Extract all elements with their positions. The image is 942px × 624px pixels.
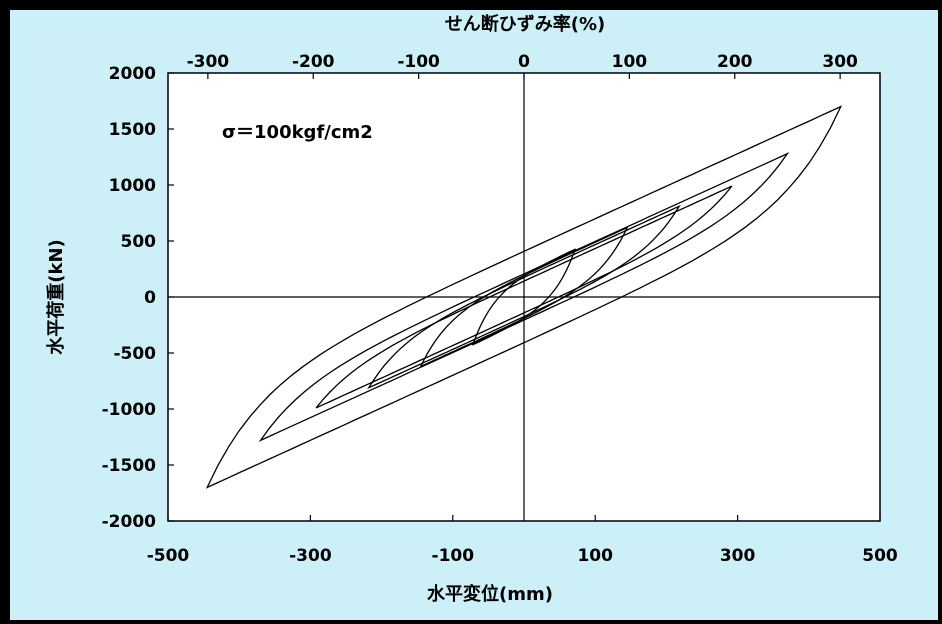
tick-labels: 2000150010005000-500-1000-1500-2000-500-…	[102, 52, 898, 566]
x-tick-label: 100	[577, 546, 613, 566]
top-tick-label: -300	[187, 52, 230, 72]
top-tick-label: 100	[612, 52, 648, 72]
y-tick-label: -1500	[102, 456, 157, 476]
top-tick-label: 300	[822, 52, 858, 72]
y-tick-label: 1500	[109, 120, 156, 140]
y-tick-label: 0	[144, 288, 156, 308]
y-tick-label: -2000	[102, 512, 157, 532]
axis-ticks	[167, 72, 881, 522]
x-axis-title: 水平変位(mm)	[427, 583, 553, 605]
top-tick-label: -100	[397, 52, 440, 72]
y-tick-label: -1000	[102, 400, 157, 420]
hysteresis-loop-3	[367, 204, 681, 390]
top-tick-label: -200	[292, 52, 335, 72]
x-tick-label: -500	[147, 546, 190, 566]
hysteresis-loop-6	[205, 105, 843, 489]
x-tick-label: 300	[720, 546, 756, 566]
hysteresis-loops	[205, 105, 843, 489]
x-tick-label: -300	[289, 546, 332, 566]
y-tick-label: 2000	[109, 64, 156, 84]
x-tick-label: -100	[432, 546, 475, 566]
top-axis-title: せん断ひずみ率(%)	[445, 13, 606, 35]
x-tick-label: 500	[862, 546, 898, 566]
hysteresis-loop-4	[315, 185, 733, 409]
hysteresis-loop-5	[258, 151, 790, 443]
stress-annotation: σ＝100kgf/cm2	[222, 122, 373, 143]
y-tick-label: -500	[113, 344, 156, 364]
top-tick-label: 0	[518, 52, 530, 72]
y-tick-label: 1000	[109, 176, 156, 196]
top-tick-label: 200	[717, 52, 753, 72]
y-axis-title: 水平荷重(kN)	[45, 239, 67, 355]
y-tick-label: 500	[121, 232, 157, 252]
